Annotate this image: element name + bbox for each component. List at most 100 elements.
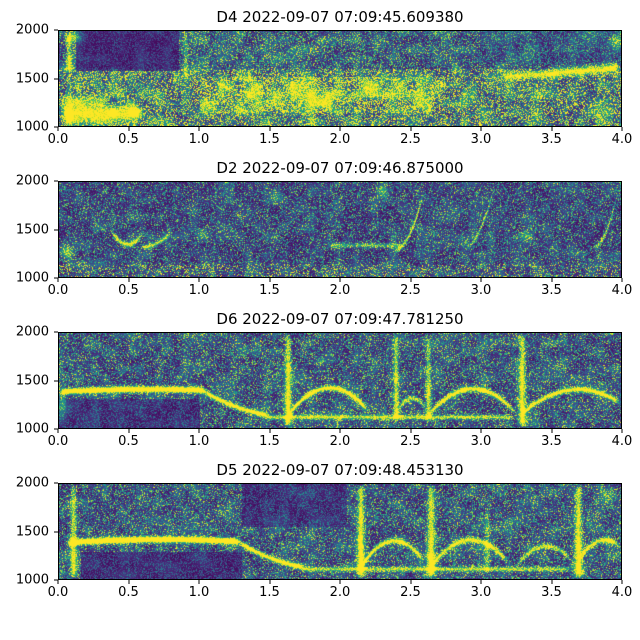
- y-axis: 2000 1500 1000: [0, 325, 58, 437]
- x-tick-mark: [339, 429, 341, 433]
- x-tick-label: 3.0: [470, 434, 492, 449]
- x-tick-label: 1.0: [188, 434, 210, 449]
- x-tick-label: 3.5: [541, 283, 562, 298]
- x-tick-mark: [339, 127, 341, 131]
- spectrogram-canvas: [59, 333, 621, 428]
- y-axis: 2000 1500 1000: [0, 23, 58, 135]
- x-tick-label: 1.5: [259, 283, 280, 298]
- y-tick-label: 1000: [15, 119, 49, 135]
- x-tick-label: 2.5: [400, 434, 421, 449]
- y-tick-mark: [54, 531, 58, 532]
- x-tick-mark: [410, 580, 411, 584]
- x-tick-label: 4.0: [611, 434, 633, 449]
- x-tick-mark: [269, 278, 270, 282]
- y-tick-label: 2000: [15, 475, 49, 491]
- spectrogram-canvas: [59, 484, 621, 579]
- y-tick-mark: [54, 229, 58, 230]
- x-tick-mark: [57, 127, 59, 131]
- x-tick-label: 4.0: [611, 132, 633, 147]
- x-tick-mark: [551, 429, 552, 433]
- x-tick-label: 0.5: [118, 283, 139, 298]
- x-tick-label: 3.5: [541, 434, 562, 449]
- x-tick-label: 1.5: [259, 585, 280, 600]
- subplot-title: D6 2022-09-07 07:09:47.781250: [216, 310, 464, 328]
- x-tick-mark: [551, 127, 552, 131]
- y-tick-mark: [54, 482, 58, 484]
- y-tick-label: 1500: [15, 222, 49, 237]
- y-tick-label: 1500: [15, 373, 49, 388]
- x-tick-label: 3.0: [470, 132, 492, 147]
- y-tick-mark: [54, 78, 58, 79]
- x-tick-mark: [269, 580, 270, 584]
- y-tick-label: 1000: [15, 572, 49, 588]
- x-tick-mark: [480, 278, 482, 282]
- subplot: D4 2022-09-07 07:09:45.609380 2000 1500 10…: [0, 6, 640, 147]
- x-tick-label: 0.5: [118, 132, 139, 147]
- x-tick-mark: [480, 580, 482, 584]
- x-tick-label: 3.0: [470, 283, 492, 298]
- y-tick-mark: [54, 180, 58, 182]
- subplot: D6 2022-09-07 07:09:47.781250 2000 1500 10…: [0, 308, 640, 449]
- y-axis: 2000 1500 1000: [0, 174, 58, 286]
- x-axis: 0.0 0.5 1.0 1.5 2.0 2.5 3.0 3.5 4.0: [48, 127, 632, 147]
- subplot-title: D2 2022-09-07 07:09:46.875000: [216, 159, 464, 177]
- x-tick-mark: [339, 580, 341, 584]
- subplot-title: D4 2022-09-07 07:09:45.609380: [216, 8, 464, 26]
- spectrogram-canvas: [59, 31, 621, 126]
- plot-area: [58, 483, 622, 580]
- plot-area: [58, 332, 622, 429]
- y-tick-label: 2000: [15, 22, 49, 38]
- y-tick-mark: [54, 126, 58, 128]
- y-tick-mark: [54, 277, 58, 279]
- plot-area: [58, 181, 622, 278]
- x-axis: 0.0 0.5 1.0 1.5 2.0 2.5 3.0 3.5 4.0: [48, 580, 632, 600]
- x-tick-label: 1.0: [188, 585, 210, 600]
- x-tick-mark: [57, 429, 59, 433]
- x-tick-label: 3.5: [541, 585, 562, 600]
- x-tick-label: 2.5: [400, 132, 421, 147]
- x-tick-mark: [621, 127, 623, 131]
- x-tick-mark: [410, 429, 411, 433]
- y-tick-label: 1500: [15, 524, 49, 539]
- x-tick-mark: [198, 580, 200, 584]
- x-tick-mark: [198, 278, 200, 282]
- x-tick-label: 1.5: [259, 132, 280, 147]
- x-tick-mark: [128, 580, 129, 584]
- y-tick-label: 2000: [15, 173, 49, 189]
- x-tick-mark: [480, 127, 482, 131]
- x-axis: 0.0 0.5 1.0 1.5 2.0 2.5 3.0 3.5 4.0: [48, 429, 632, 449]
- x-tick-mark: [621, 580, 623, 584]
- x-tick-mark: [128, 127, 129, 131]
- y-tick-label: 1000: [15, 421, 49, 437]
- y-tick-label: 2000: [15, 324, 49, 340]
- x-tick-mark: [551, 278, 552, 282]
- x-tick-label: 3.0: [470, 585, 492, 600]
- x-tick-mark: [410, 278, 411, 282]
- x-tick-label: 0.0: [47, 585, 69, 600]
- x-tick-label: 4.0: [611, 283, 633, 298]
- x-tick-label: 0.0: [47, 283, 69, 298]
- x-tick-mark: [551, 580, 552, 584]
- y-tick-label: 1500: [15, 71, 49, 86]
- x-tick-label: 1.5: [259, 434, 280, 449]
- x-tick-label: 2.0: [329, 132, 351, 147]
- x-tick-mark: [480, 429, 482, 433]
- y-tick-mark: [54, 579, 58, 581]
- y-axis: 2000 1500 1000: [0, 476, 58, 588]
- x-tick-mark: [410, 127, 411, 131]
- x-tick-mark: [269, 429, 270, 433]
- x-tick-mark: [198, 127, 200, 131]
- y-tick-mark: [54, 380, 58, 381]
- x-tick-label: 4.0: [611, 585, 633, 600]
- x-tick-label: 1.0: [188, 132, 210, 147]
- subplot-title: D5 2022-09-07 07:09:48.453130: [216, 461, 464, 479]
- x-axis: 0.0 0.5 1.0 1.5 2.0 2.5 3.0 3.5 4.0: [48, 278, 632, 298]
- y-tick-mark: [54, 331, 58, 333]
- plot-area: [58, 30, 622, 127]
- x-tick-label: 2.0: [329, 434, 351, 449]
- subplot: D2 2022-09-07 07:09:46.875000 2000 1500 10…: [0, 157, 640, 298]
- x-tick-label: 2.0: [329, 283, 351, 298]
- spectrogram-figure: D4 2022-09-07 07:09:45.609380 2000 1500 10…: [0, 6, 640, 600]
- x-tick-label: 2.0: [329, 585, 351, 600]
- subplot: D5 2022-09-07 07:09:48.453130 2000 1500 10…: [0, 459, 640, 600]
